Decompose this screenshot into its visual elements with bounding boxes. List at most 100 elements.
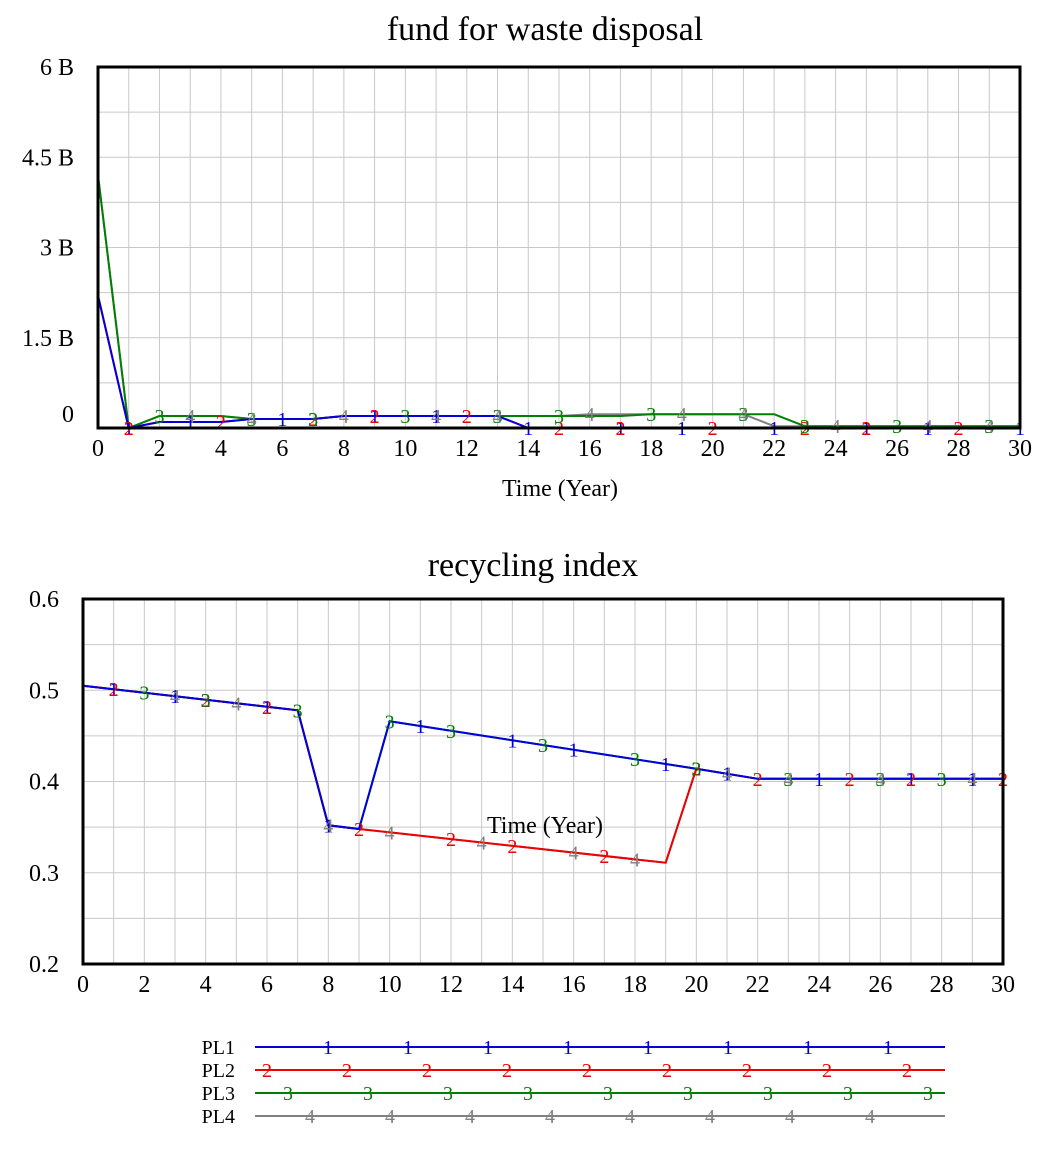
legend-marker-2: 2 (502, 1060, 512, 1082)
chart2-series-1-marker: 1 (507, 730, 517, 752)
chart1-ytick-label: 0 (62, 402, 74, 428)
chart1-series-3-marker: 3 (493, 406, 503, 428)
legend-marker-2: 2 (582, 1060, 592, 1082)
chart2-series-4-marker: 4 (385, 822, 395, 844)
chart1-series-2-marker: 2 (462, 406, 472, 428)
chart2-series-4-marker: 4 (569, 843, 579, 865)
chart2-series-4-marker: 4 (477, 832, 487, 854)
chart2-series-1-marker: 1 (109, 679, 119, 701)
legend-marker-4: 4 (305, 1106, 315, 1128)
chart2-series-2-marker: 2 (507, 836, 517, 858)
chart1-xtick-label: 6 (276, 436, 288, 462)
chart1-series-3-marker: 3 (308, 409, 318, 431)
chart1-xtick-label: 20 (701, 436, 725, 462)
chart2-series-3-marker: 3 (783, 769, 793, 791)
chart2-xtick-label: 16 (562, 972, 586, 998)
legend-marker-4: 4 (385, 1106, 395, 1128)
chart2-series-1-marker: 1 (415, 716, 425, 738)
chart1-xtick-label: 26 (885, 436, 909, 462)
legend-marker-3: 3 (923, 1083, 933, 1105)
chart1-plot: 1 1 1 1 11 1 1 1 1 1 12 2 2 2 22 2 2 2 2 23 3 3 3 3 3 3 33 3 34 4 4 4 4 4… (22, 55, 1032, 462)
chart2-xtick-label: 20 (684, 972, 708, 998)
chart2-xtick-label: 0 (77, 972, 89, 998)
chart2-series-1-marker: 1 (661, 754, 671, 776)
chart2-series-3-marker: 3 (139, 683, 149, 705)
chart2-series-4-marker: 4 (875, 769, 885, 791)
legend-marker-4: 4 (785, 1106, 795, 1128)
legend-marker-3: 3 (443, 1083, 453, 1105)
legend-marker-1: 1 (323, 1037, 333, 1059)
chart1-series-1-marker: 1 (431, 406, 441, 428)
legend-marker-2: 2 (262, 1060, 272, 1082)
chart1-xlabel: Time (Year) (502, 476, 618, 502)
chart2-series-3-marker: 3 (446, 721, 456, 743)
chart2-xtick-label: 6 (261, 972, 273, 998)
chart1-xtick-label: 24 (824, 436, 848, 462)
chart1-xtick-label: 4 (215, 436, 227, 462)
chart1-series-4-marker: 4 (585, 404, 595, 426)
chart1-series-2-marker: 2 (308, 409, 318, 431)
legend-marker-3: 3 (283, 1083, 293, 1105)
legend-marker-1: 1 (643, 1037, 653, 1059)
chart1-xtick-label: 12 (455, 436, 479, 462)
legend-label-4: PL4 (202, 1106, 235, 1128)
chart2-series-2-marker: 2 (354, 819, 364, 841)
chart2-series-1-marker: 1 (569, 740, 579, 762)
chart2-series-1-line (82, 684, 1003, 831)
chart2-xtick-label: 24 (807, 972, 831, 998)
chart2-ytick-label: 0.6 (29, 587, 59, 613)
legend-marker-3: 3 (843, 1083, 853, 1105)
legend-marker-2: 2 (742, 1060, 752, 1082)
chart2-series-1-marker: 1 (170, 686, 180, 708)
chart1-xtick-label: 18 (639, 436, 663, 462)
chart2-series-2-marker: 2 (691, 759, 701, 781)
chart1-title: fund for waste disposal (387, 11, 703, 48)
chart2-series-3-marker: 3 (538, 735, 548, 757)
chart2-series-1-marker: 1 (262, 697, 272, 719)
legend-marker-2: 2 (662, 1060, 672, 1082)
chart1-series-1-marker: 1 (370, 406, 380, 428)
legend-marker-2: 2 (822, 1060, 832, 1082)
chart2-xtick-label: 2 (138, 972, 150, 998)
chart1-ytick-label: 1.5 B (22, 326, 74, 352)
chart1-series-1-marker: 1 (277, 409, 287, 431)
chart2-series-4-marker: 4 (967, 769, 977, 791)
chart2-series-3-marker: 3 (691, 759, 701, 781)
chart2-series-1-marker: 1 (906, 769, 916, 791)
legend-marker-1: 1 (803, 1037, 813, 1059)
chart1-series-4-marker: 4 (247, 409, 257, 431)
chart2-series-3-marker: 3 (875, 769, 885, 791)
chart2-series-3-marker: 3 (385, 711, 395, 733)
chart1-xtick-label: 28 (947, 436, 971, 462)
chart1-series-4-marker: 4 (185, 406, 195, 428)
chart2-series-3-marker: 3 (201, 690, 211, 712)
chart2-ytick-label: 0.3 (29, 861, 59, 887)
chart1-series-4-marker: 4 (339, 406, 349, 428)
chart1-series-3-marker: 3 (400, 406, 410, 428)
legend-marker-1: 1 (883, 1037, 893, 1059)
legend-marker-4: 4 (545, 1106, 555, 1128)
chart2-xtick-label: 10 (378, 972, 402, 998)
chart2-series-2-marker: 2 (262, 697, 272, 719)
chart2-series-3-marker: 3 (293, 700, 303, 722)
legend-marker-3: 3 (683, 1083, 693, 1105)
legend-marker-3: 3 (603, 1083, 613, 1105)
chart1-xtick-label: 14 (516, 436, 540, 462)
chart2-series-1-marker: 1 (814, 769, 824, 791)
chart2-series-2-marker: 2 (109, 679, 119, 701)
legend-marker-3: 3 (523, 1083, 533, 1105)
chart2-series-2-marker: 2 (201, 690, 211, 712)
chart1-xtick-label: 10 (393, 436, 417, 462)
chart2-series-2-marker: 2 (599, 846, 609, 868)
chart1-ytick-label: 4.5 B (22, 145, 74, 171)
chart2-series-4-marker: 4 (231, 693, 241, 715)
legend-marker-2: 2 (902, 1060, 912, 1082)
chart2-series-4-marker: 4 (722, 764, 732, 786)
chart1-xtick-label: 30 (1008, 436, 1032, 462)
chart1-series-4-marker: 4 (677, 404, 687, 426)
chart2-title: recycling index (428, 547, 639, 584)
chart2-xtick-label: 12 (439, 972, 463, 998)
legend-marker-2: 2 (342, 1060, 352, 1082)
legend-marker-1: 1 (403, 1037, 413, 1059)
